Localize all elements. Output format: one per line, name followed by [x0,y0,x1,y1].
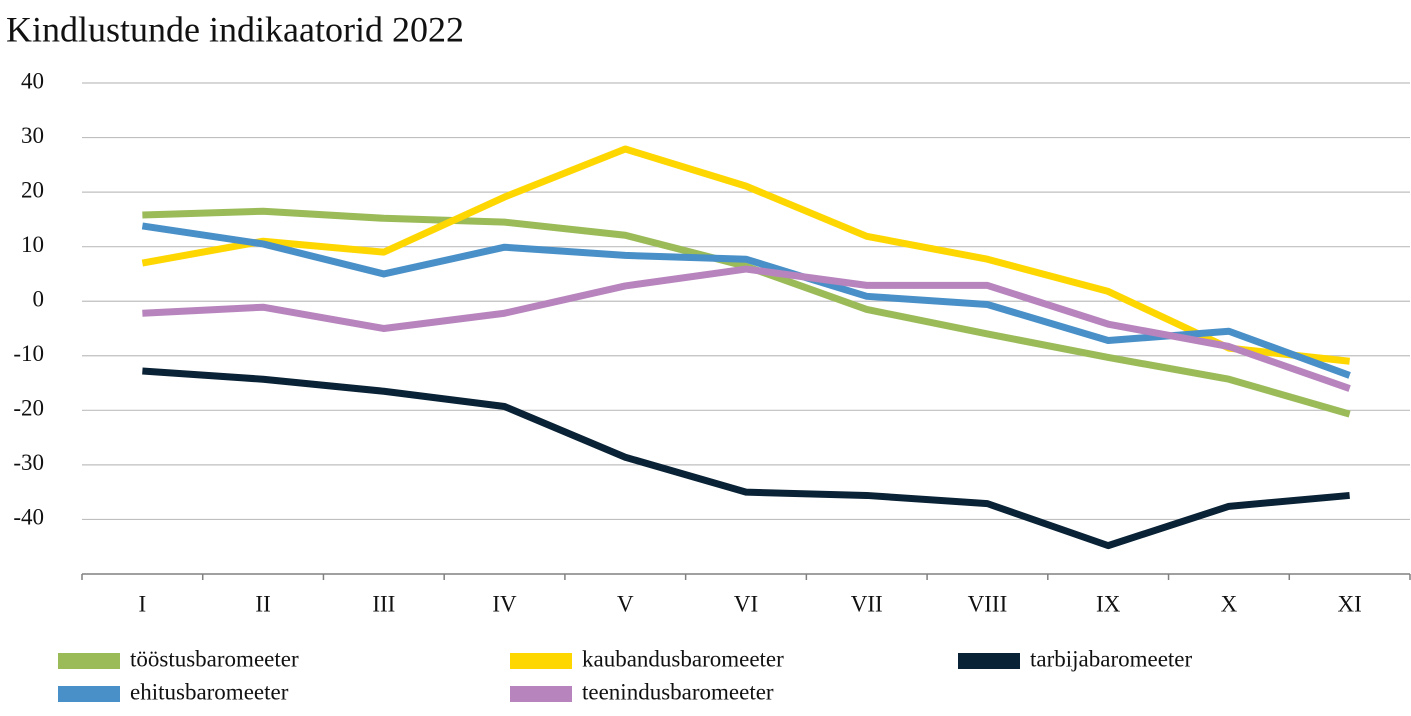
x-tick-label: III [372,591,395,616]
legend-swatch [58,653,120,669]
y-tick-label: 10 [21,232,44,257]
legend-swatch [58,686,120,702]
legend-swatch [958,653,1020,669]
series-line [142,367,1350,550]
y-tick-label: 20 [21,177,44,202]
x-tick-label: IX [1096,591,1121,616]
x-tick-label: VI [734,591,758,616]
x-tick-label: VIII [968,591,1008,616]
x-tick-label: V [617,591,634,616]
series-line [141,222,1351,379]
y-tick-label: 30 [21,123,44,148]
x-tick-label: II [255,591,270,616]
series-line [141,145,1351,365]
x-tick-label: I [139,591,147,616]
chart-title: Kindlustunde indikaatorid 2022 [6,9,464,49]
y-tick-label: -30 [13,450,44,475]
legend-swatch [510,653,572,669]
legend-label: teenindusbaromeeter [582,679,774,704]
x-tick-label: IV [492,591,517,616]
legend-label: ehitusbaromeeter [130,679,289,704]
legend-label: tööstusbaromeeter [130,646,299,671]
y-tick-label: -10 [13,341,44,366]
legend-label: tarbijabaromeeter [1030,646,1193,671]
y-tick-label: -40 [13,505,44,530]
y-tick-label: -20 [13,396,44,421]
legend-swatch [510,686,572,702]
y-tick-label: 40 [21,68,44,93]
x-tick-label: XI [1337,591,1361,616]
x-tick-label: X [1221,591,1238,616]
legend-label: kaubandusbaromeeter [582,646,784,671]
y-tick-label: 0 [33,287,45,312]
series-line [142,265,1351,392]
x-tick-label: VII [851,591,883,616]
